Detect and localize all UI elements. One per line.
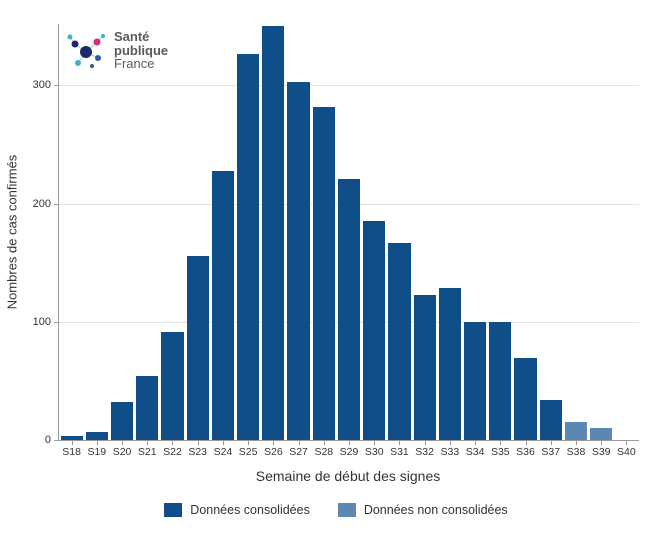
- bar: [464, 322, 486, 440]
- legend-label: Données non consolidées: [364, 503, 508, 517]
- ytick-mark: [54, 440, 59, 441]
- bar: [262, 26, 284, 440]
- bar: [414, 295, 436, 440]
- xtick-label: S36: [516, 446, 535, 458]
- ytick-mark: [54, 204, 59, 205]
- bar: [61, 436, 83, 440]
- bar: [439, 288, 461, 440]
- bar: [363, 221, 385, 440]
- ytick-label: 100: [33, 316, 51, 328]
- ytick-mark: [54, 322, 59, 323]
- xtick-label: S23: [188, 446, 207, 458]
- xtick-mark: [626, 440, 627, 445]
- xtick-mark: [147, 440, 148, 445]
- bar: [338, 179, 360, 440]
- chart-container: Santé publique France Nombres de cas con…: [0, 0, 672, 537]
- xtick-mark: [576, 440, 577, 445]
- bar: [237, 54, 259, 440]
- xtick-label: S40: [617, 446, 636, 458]
- bar: [187, 256, 209, 440]
- ytick-label: 300: [33, 79, 51, 91]
- legend-item-consolidated: Données consolidées: [164, 503, 310, 517]
- bar: [86, 432, 108, 440]
- xtick-label: S25: [239, 446, 258, 458]
- xtick-label: S29: [340, 446, 359, 458]
- xtick-label: S34: [466, 446, 485, 458]
- xtick-mark: [299, 440, 300, 445]
- legend-swatch: [164, 503, 182, 517]
- xtick-mark: [198, 440, 199, 445]
- xtick-label: S32: [415, 446, 434, 458]
- bar: [161, 332, 183, 440]
- xtick-mark: [450, 440, 451, 445]
- legend-label: Données consolidées: [190, 503, 310, 517]
- bar: [111, 402, 133, 440]
- xtick-mark: [551, 440, 552, 445]
- xtick-mark: [601, 440, 602, 445]
- bar: [489, 322, 511, 440]
- xtick-mark: [248, 440, 249, 445]
- xtick-mark: [425, 440, 426, 445]
- xtick-label: S35: [491, 446, 510, 458]
- xtick-mark: [324, 440, 325, 445]
- xtick-mark: [526, 440, 527, 445]
- xtick-mark: [97, 440, 98, 445]
- xtick-label: S39: [592, 446, 611, 458]
- bar: [565, 422, 587, 440]
- legend: Données consolidées Données non consolid…: [0, 503, 672, 517]
- xtick-label: S21: [138, 446, 157, 458]
- xtick-mark: [475, 440, 476, 445]
- ytick-label: 200: [33, 198, 51, 210]
- xtick-label: S37: [541, 446, 560, 458]
- bar: [514, 358, 536, 440]
- bar: [388, 243, 410, 440]
- xtick-mark: [349, 440, 350, 445]
- xtick-label: S38: [567, 446, 586, 458]
- bar: [212, 171, 234, 440]
- x-axis-label: Semaine de début des signes: [256, 468, 440, 484]
- xtick-label: S18: [62, 446, 81, 458]
- xtick-mark: [374, 440, 375, 445]
- xtick-label: S31: [390, 446, 409, 458]
- legend-item-nonconsolidated: Données non consolidées: [338, 503, 508, 517]
- xtick-mark: [223, 440, 224, 445]
- bar: [136, 376, 158, 440]
- legend-swatch: [338, 503, 356, 517]
- bar: [287, 82, 309, 440]
- xtick-label: S24: [214, 446, 233, 458]
- bar: [590, 428, 612, 440]
- xtick-label: S19: [87, 446, 106, 458]
- xtick-label: S33: [441, 446, 460, 458]
- plot-area: 0100200300S18S19S20S21S22S23S24S25S26S27…: [58, 24, 639, 441]
- xtick-label: S26: [264, 446, 283, 458]
- xtick-mark: [72, 440, 73, 445]
- xtick-label: S28: [314, 446, 333, 458]
- bar: [313, 107, 335, 440]
- xtick-label: S20: [113, 446, 132, 458]
- y-axis-label: Nombres de cas confirmés: [5, 155, 20, 310]
- xtick-mark: [273, 440, 274, 445]
- bar: [540, 400, 562, 440]
- xtick-mark: [399, 440, 400, 445]
- ytick-label: 0: [45, 434, 51, 446]
- xtick-label: S22: [163, 446, 182, 458]
- xtick-label: S30: [365, 446, 384, 458]
- gridline: [59, 85, 639, 86]
- xtick-label: S27: [289, 446, 308, 458]
- xtick-mark: [500, 440, 501, 445]
- ytick-mark: [54, 85, 59, 86]
- xtick-mark: [172, 440, 173, 445]
- xtick-mark: [122, 440, 123, 445]
